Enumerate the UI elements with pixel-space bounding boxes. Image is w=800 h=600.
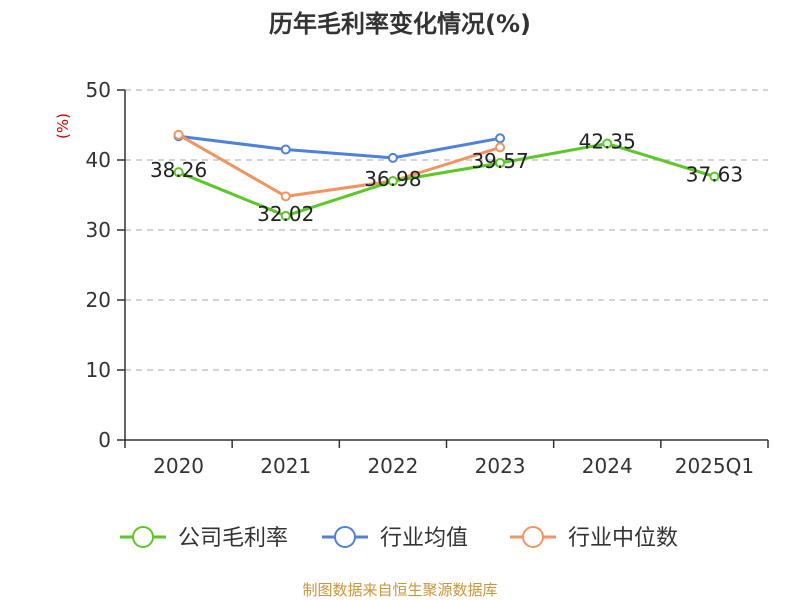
data-label: 36.98 [364, 167, 421, 191]
series-1 [173, 131, 506, 163]
chart-title: 历年毛利率变化情况(%) [269, 10, 531, 38]
series-lines [173, 129, 720, 221]
series-line [178, 134, 501, 160]
data-point[interactable] [280, 210, 291, 221]
legend-item-2[interactable]: 行业中位数 [510, 526, 678, 551]
data-label: 37.63 [686, 163, 743, 187]
data-point[interactable] [280, 144, 291, 155]
legend-marker [132, 526, 154, 548]
data-point[interactable] [495, 142, 506, 153]
data-point[interactable] [280, 191, 291, 202]
legend[interactable]: 公司毛利率 行业均值 行业中位数 [120, 526, 678, 551]
x-tick-label: 2024 [582, 454, 633, 478]
legend-marker [334, 526, 356, 548]
y-tick-label: 10 [86, 358, 111, 382]
x-tick-label: 2020 [153, 454, 204, 478]
data-point[interactable] [709, 171, 720, 182]
grid-lines [125, 89, 768, 371]
data-point[interactable] [495, 158, 506, 169]
y-tick-label: 50 [86, 78, 111, 102]
y-tick-label: 40 [86, 148, 111, 172]
source-note: 制图数据来自恒生聚源数据库 [302, 581, 497, 599]
legend-label: 行业中位数 [568, 526, 678, 551]
x-tick-label: 2023 [475, 454, 526, 478]
legend-marker [522, 526, 544, 548]
data-labels: 38.26 32.02 36.98 39.57 42.35 37.63 [150, 130, 743, 226]
data-point[interactable] [602, 138, 613, 149]
data-point[interactable] [495, 133, 506, 144]
legend-item-0[interactable]: 公司毛利率 [120, 526, 288, 551]
y-tick-label: 20 [86, 288, 111, 312]
x-tick-label: 2025Q1 [675, 454, 754, 478]
data-label: 32.02 [257, 202, 314, 226]
series-line [177, 133, 501, 198]
legend-item-1[interactable]: 行业均值 [322, 526, 468, 551]
data-point[interactable] [387, 176, 398, 187]
x-tick-label: 2022 [367, 454, 418, 478]
x-tick-label: 2021 [260, 454, 311, 478]
series-0 [173, 138, 720, 221]
data-label: 38.26 [150, 158, 207, 182]
series-line [178, 142, 715, 218]
data-label: 39.57 [471, 149, 528, 173]
data-point[interactable] [173, 167, 184, 178]
y-axis-unit-label: (%) [54, 113, 72, 139]
y-tick-label: 0 [98, 428, 111, 452]
data-point[interactable] [387, 152, 398, 163]
legend-label: 行业均值 [380, 526, 468, 551]
legend-label: 公司毛利率 [178, 526, 288, 551]
axes: 0 10 20 30 40 50 2020 2021 2022 2023 2024 2025Q1 [86, 78, 769, 478]
data-point[interactable] [173, 129, 184, 140]
data-label: 42.35 [579, 130, 636, 154]
y-tick-label: 30 [86, 218, 111, 242]
